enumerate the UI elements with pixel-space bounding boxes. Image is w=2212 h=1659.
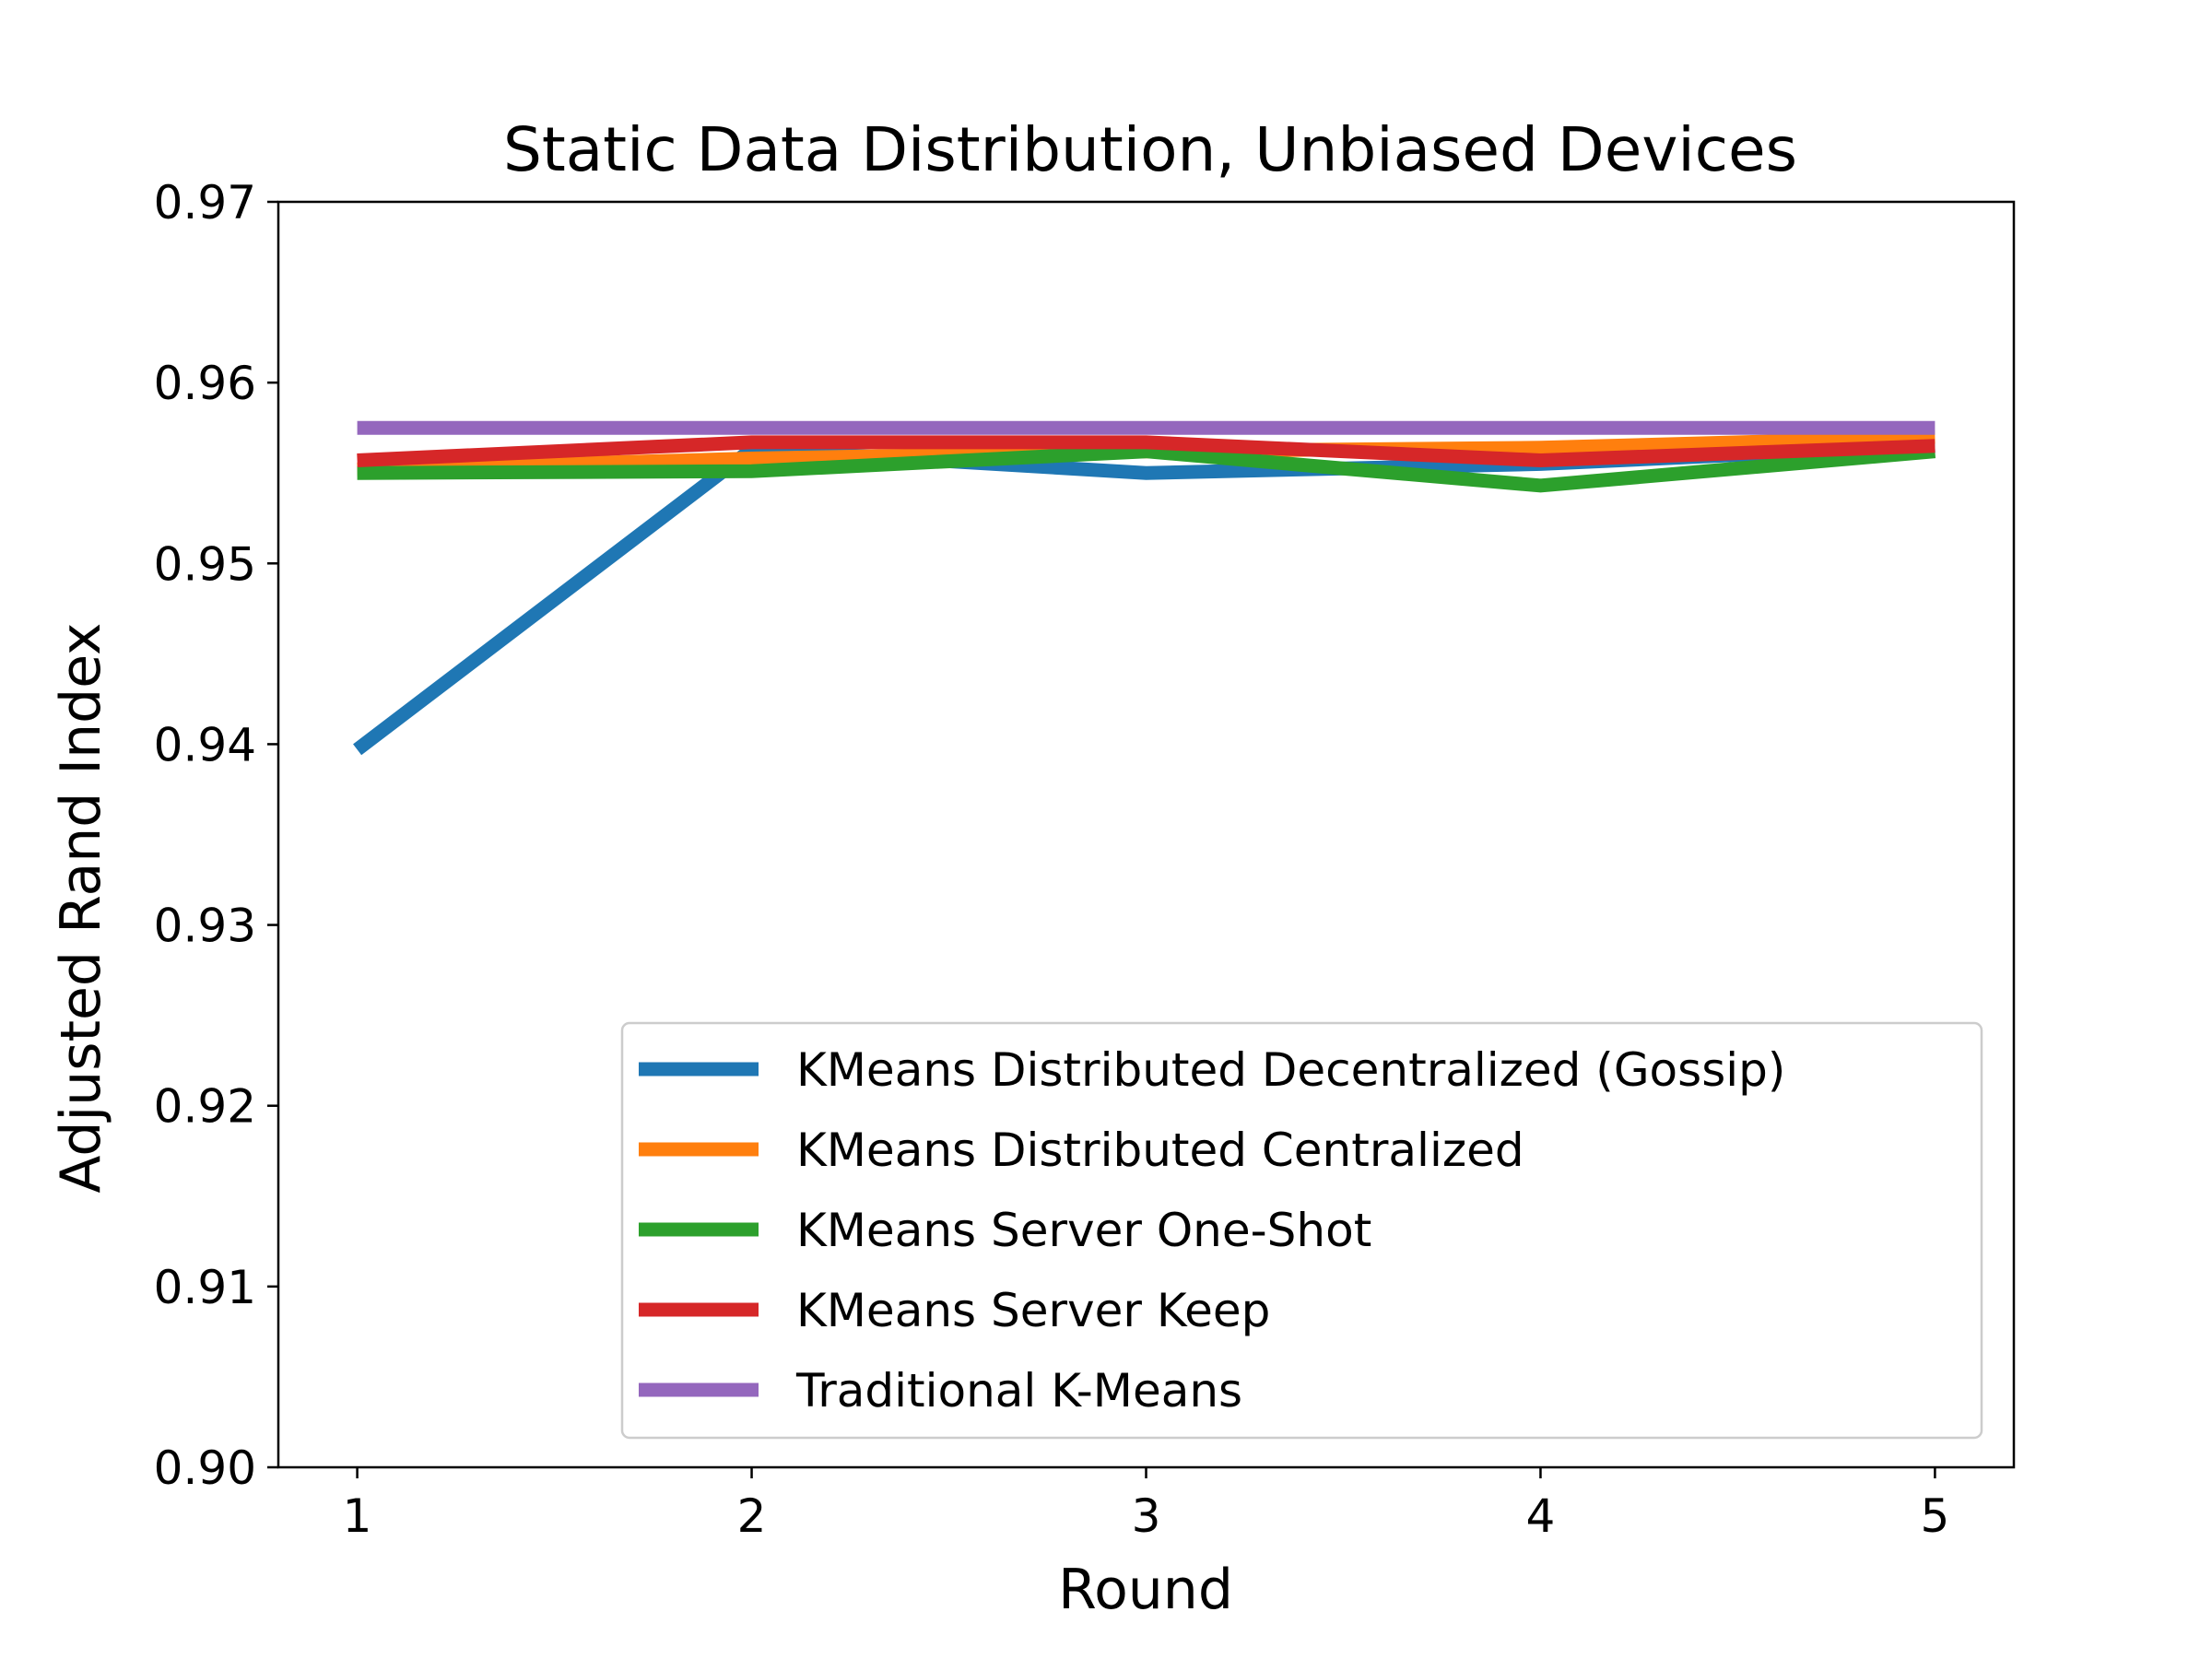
legend: KMeans Distributed Decentralized (Gossip… — [620, 1021, 1983, 1440]
legend-item: KMeans Server One-Shot — [639, 1204, 1371, 1257]
legend-label: KMeans Server Keep — [796, 1284, 1270, 1337]
y-tick-label: 0.97 — [154, 176, 256, 229]
y-tick-label: 0.90 — [154, 1441, 256, 1495]
y-axis-title: Adjusted Rand Index — [49, 622, 113, 1193]
x-tick-label: 5 — [1921, 1489, 1950, 1543]
x-tick-label: 4 — [1526, 1489, 1556, 1543]
y-axis: 0.90 0.91 0.92 0.93 0.94 0.95 0.96 0.97 — [154, 176, 278, 1495]
y-tick-label: 0.94 — [154, 718, 256, 771]
legend-label: KMeans Server One-Shot — [796, 1204, 1371, 1257]
x-tick-label: 1 — [343, 1489, 372, 1543]
legend-item: KMeans Distributed Decentralized (Gossip… — [639, 1043, 1785, 1097]
x-axis-title: Round — [1058, 1558, 1233, 1622]
legend-item: KMeans Distributed Centralized — [639, 1124, 1524, 1177]
y-tick-label: 0.95 — [154, 537, 256, 591]
x-tick-label: 2 — [737, 1489, 767, 1543]
legend-label: KMeans Distributed Centralized — [796, 1124, 1524, 1177]
series-line-3 — [357, 444, 1936, 493]
x-tick-label: 3 — [1132, 1489, 1161, 1543]
legend-box — [620, 1021, 1983, 1440]
chart-title: Static Data Distribution, Unbiased Devic… — [503, 114, 1797, 185]
y-tick-label: 0.96 — [154, 357, 256, 410]
legend-item: Traditional K-Means — [639, 1364, 1242, 1418]
y-tick-label: 0.92 — [154, 1080, 256, 1134]
y-tick-label: 0.91 — [154, 1261, 256, 1314]
series-line-4 — [357, 435, 1936, 468]
y-tick-label: 0.93 — [154, 900, 256, 953]
series-layer — [353, 420, 1936, 756]
legend-item: KMeans Server Keep — [639, 1284, 1270, 1337]
legend-label: KMeans Distributed Decentralized (Gossip… — [796, 1043, 1785, 1097]
legend-label: Traditional K-Means — [795, 1364, 1242, 1418]
x-axis: 1 2 3 4 5 — [343, 1467, 1950, 1543]
